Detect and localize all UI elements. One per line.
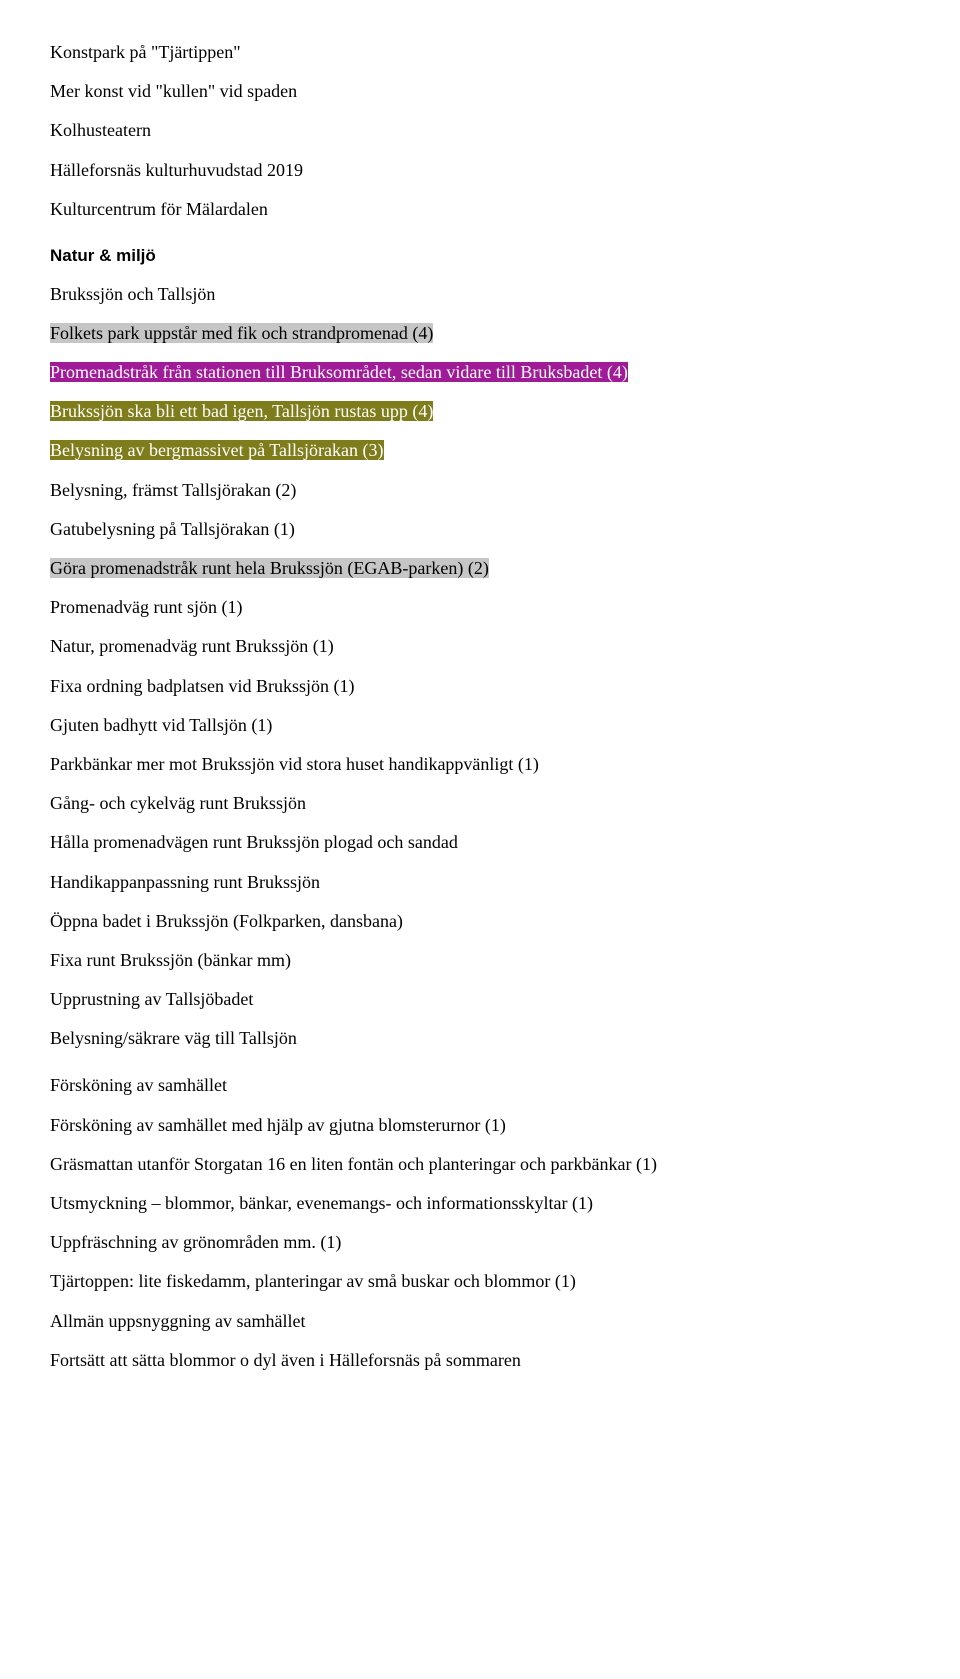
intro-line: Mer konst vid "kullen" vid spaden — [50, 79, 910, 104]
forskoning-line: Allmän uppsnyggning av samhället — [50, 1309, 910, 1334]
natur-line: Hålla promenadvägen runt Brukssjön ploga… — [50, 830, 910, 855]
natur-text: Gjuten badhytt vid Tallsjön (1) — [50, 715, 272, 735]
natur-line: Upprustning av Tallsjöbadet — [50, 987, 910, 1012]
natur-text: Brukssjön ska bli ett bad igen, Tallsjön… — [50, 401, 433, 421]
natur-text: Promenadväg runt sjön (1) — [50, 597, 242, 617]
natur-text: Folkets park uppstår med fik och strandp… — [50, 323, 433, 343]
natur-text: Brukssjön och Tallsjön — [50, 284, 215, 304]
natur-text: Promenadstråk från stationen till Brukso… — [50, 362, 628, 382]
natur-text: Natur, promenadväg runt Brukssjön (1) — [50, 636, 334, 656]
natur-line: Belysning av bergmassivet på Tallsjöraka… — [50, 438, 910, 463]
natur-line: Gång- och cykelväg runt Brukssjön — [50, 791, 910, 816]
natur-line: Handikappanpassning runt Brukssjön — [50, 870, 910, 895]
natur-line: Fixa runt Brukssjön (bänkar mm) — [50, 948, 910, 973]
natur-line: Brukssjön ska bli ett bad igen, Tallsjön… — [50, 399, 910, 424]
natur-line: Öppna badet i Brukssjön (Folkparken, dan… — [50, 909, 910, 934]
natur-text: Belysning/säkrare väg till Tallsjön — [50, 1028, 297, 1048]
natur-text: Hålla promenadvägen runt Brukssjön ploga… — [50, 832, 458, 852]
natur-text: Belysning, främst Tallsjörakan (2) — [50, 480, 296, 500]
natur-text: Gång- och cykelväg runt Brukssjön — [50, 793, 306, 813]
section-heading-natur: Natur & miljö — [50, 244, 910, 268]
natur-line: Natur, promenadväg runt Brukssjön (1) — [50, 634, 910, 659]
natur-line: Belysning, främst Tallsjörakan (2) — [50, 478, 910, 503]
natur-text: Parkbänkar mer mot Brukssjön vid stora h… — [50, 754, 539, 774]
natur-line: Folkets park uppstår med fik och strandp… — [50, 321, 910, 346]
forskoning-line: Utsmyckning – blommor, bänkar, evenemang… — [50, 1191, 910, 1216]
intro-line: Hälleforsnäs kulturhuvudstad 2019 — [50, 158, 910, 183]
section-subheading-forskoning: Försköning av samhället — [50, 1073, 910, 1098]
natur-text: Fixa ordning badplatsen vid Brukssjön (1… — [50, 676, 354, 696]
natur-text: Göra promenadstråk runt hela Brukssjön (… — [50, 558, 489, 578]
natur-line: Promenadstråk från stationen till Brukso… — [50, 360, 910, 385]
natur-text: Öppna badet i Brukssjön (Folkparken, dan… — [50, 911, 403, 931]
natur-line: Brukssjön och Tallsjön — [50, 282, 910, 307]
natur-text: Gatubelysning på Tallsjörakan (1) — [50, 519, 295, 539]
forskoning-line: Försköning av samhället med hjälp av gju… — [50, 1113, 910, 1138]
natur-text: Handikappanpassning runt Brukssjön — [50, 872, 320, 892]
natur-line: Parkbänkar mer mot Brukssjön vid stora h… — [50, 752, 910, 777]
natur-line: Gatubelysning på Tallsjörakan (1) — [50, 517, 910, 542]
forskoning-line: Tjärtoppen: lite fiskedamm, planteringar… — [50, 1269, 910, 1294]
natur-text: Fixa runt Brukssjön (bänkar mm) — [50, 950, 291, 970]
intro-line: Kolhusteatern — [50, 118, 910, 143]
natur-text: Belysning av bergmassivet på Tallsjöraka… — [50, 440, 384, 460]
natur-text: Upprustning av Tallsjöbadet — [50, 989, 253, 1009]
natur-line: Belysning/säkrare väg till Tallsjön — [50, 1026, 910, 1051]
natur-line: Promenadväg runt sjön (1) — [50, 595, 910, 620]
intro-line: Kulturcentrum för Mälardalen — [50, 197, 910, 222]
forskoning-line: Uppfräschning av grönområden mm. (1) — [50, 1230, 910, 1255]
natur-line: Gjuten badhytt vid Tallsjön (1) — [50, 713, 910, 738]
intro-line: Konstpark på "Tjärtippen" — [50, 40, 910, 65]
natur-line: Fixa ordning badplatsen vid Brukssjön (1… — [50, 674, 910, 699]
forskoning-line: Gräsmattan utanför Storgatan 16 en liten… — [50, 1152, 910, 1177]
natur-line: Göra promenadstråk runt hela Brukssjön (… — [50, 556, 910, 581]
forskoning-line: Fortsätt att sätta blommor o dyl även i … — [50, 1348, 910, 1373]
